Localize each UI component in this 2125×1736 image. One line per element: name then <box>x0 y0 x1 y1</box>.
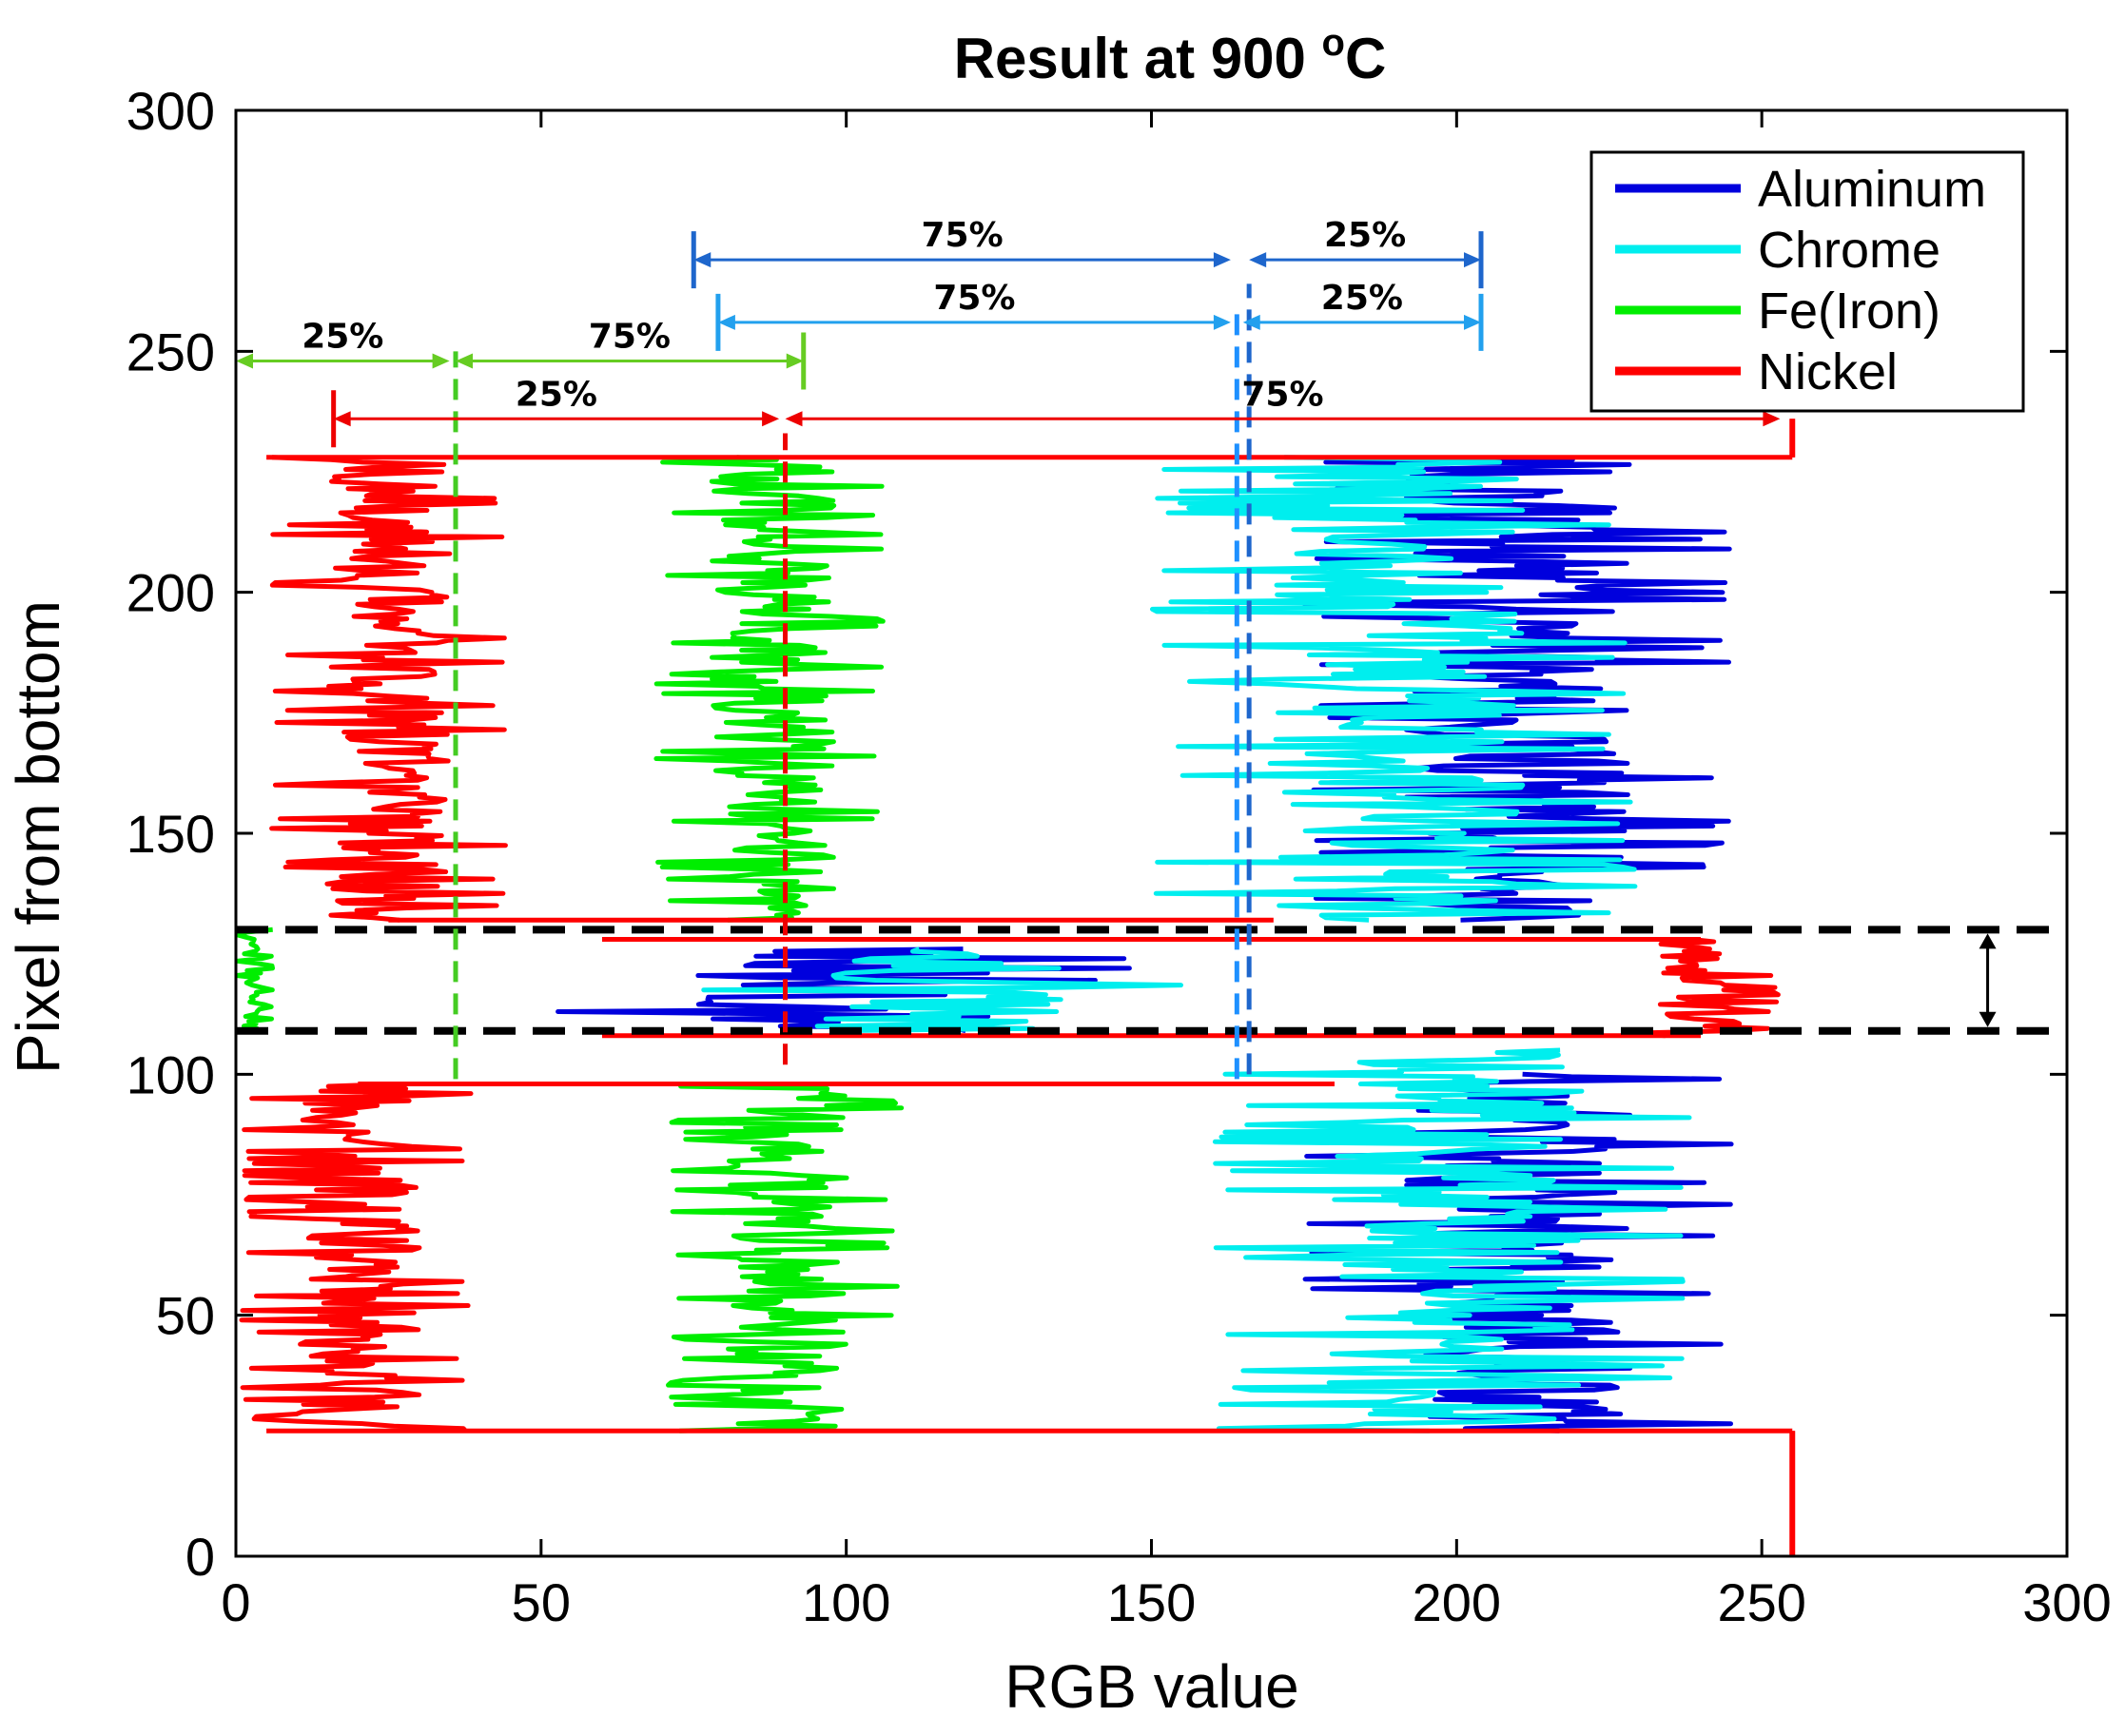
x-tick-label: 0 <box>221 1572 250 1632</box>
x-tick-label: 300 <box>2022 1572 2111 1632</box>
series-layer <box>236 419 1796 1556</box>
percentage-span: 75% <box>785 375 1781 427</box>
percentage-span: 25% <box>1242 279 1484 351</box>
span-arrow-left <box>333 411 351 427</box>
annotation-layer: 75% 25% 75% 25% 25% 75% 25% 75% <box>236 216 2067 1080</box>
chart-title-prefix: Result at 900 <box>954 27 1322 90</box>
series-segment <box>1212 1047 1692 1434</box>
span-label: 25% <box>516 375 597 414</box>
series-segment <box>239 1082 474 1433</box>
x-tick-label: 250 <box>1717 1572 1805 1632</box>
x-tick-label: 100 <box>802 1572 890 1632</box>
legend-label: Aluminum <box>1758 161 1986 218</box>
x-tick-label: 150 <box>1107 1572 1196 1632</box>
span-arrow-right <box>1763 411 1781 427</box>
percentage-span: 75% <box>691 216 1231 289</box>
span-arrow-left <box>693 252 712 268</box>
y-tick-label: 250 <box>127 322 215 381</box>
span-arrow-right <box>432 353 450 369</box>
span-label: 25% <box>1321 279 1403 318</box>
span-arrow-right <box>762 411 780 427</box>
span-arrow-right <box>1213 314 1231 330</box>
span-arrow-left <box>717 314 735 330</box>
x-tick-label: 200 <box>1413 1572 1501 1632</box>
span-label: 75% <box>589 317 671 356</box>
series-chrome <box>701 455 1692 1434</box>
span-arrow-left <box>1249 252 1267 268</box>
span-arrow-left <box>1242 314 1260 330</box>
span-label: 25% <box>1324 216 1406 255</box>
series-fe-iron- <box>236 455 905 1434</box>
series-segment <box>701 946 1183 1034</box>
series-segment <box>1302 455 1732 923</box>
series-segment <box>666 1082 905 1434</box>
x-axis-label: RGB value <box>1004 1652 1298 1721</box>
span-label: 25% <box>302 317 383 356</box>
band-arrow-head-down <box>1979 1011 1997 1027</box>
series-segment <box>269 455 508 923</box>
y-tick-label: 50 <box>156 1286 215 1346</box>
span-label: 75% <box>933 279 1015 318</box>
series-segment <box>1150 455 1638 923</box>
y-tick-label: 150 <box>127 804 215 864</box>
span-arrow-right <box>1464 314 1481 330</box>
chart-title-degree: o <box>1322 22 1345 64</box>
y-tick-label: 300 <box>127 81 215 141</box>
nickel-boundaries <box>266 419 1796 1556</box>
series-segment <box>236 927 275 1034</box>
series-segment <box>653 455 886 923</box>
percentage-span: 25% <box>331 375 780 448</box>
y-axis-label: Pixel from bottom <box>4 600 72 1074</box>
span-arrow-left <box>785 411 803 427</box>
span-arrow-right <box>1213 252 1231 268</box>
y-tick-label: 0 <box>185 1527 215 1587</box>
span-label: 75% <box>921 216 1003 255</box>
y-tick-label: 200 <box>127 563 215 623</box>
legend-label: Chrome <box>1758 222 1940 279</box>
axes: 0 50 100 150 200 250 300 0 50 100 150 200 250 300 <box>127 81 2112 1632</box>
series-segment <box>1625 937 1781 1039</box>
x-tick-label: 50 <box>512 1572 571 1632</box>
chart-title: Result at 900 oC <box>954 22 1387 90</box>
percentage-span: 25% <box>236 317 450 369</box>
percentage-span: 75% <box>456 317 807 390</box>
span-arrow-left <box>236 353 253 369</box>
chart-title-unit: C <box>1345 27 1386 90</box>
percentage-span: 75% <box>715 279 1231 351</box>
percentage-span: 25% <box>1249 216 1484 289</box>
legend-label: Fe(Iron) <box>1758 283 1940 340</box>
span-arrow-left <box>456 353 473 369</box>
span-label: 75% <box>1241 375 1323 414</box>
y-tick-label: 100 <box>127 1044 215 1104</box>
legend-label: Nickel <box>1758 343 1898 400</box>
span-arrow-right <box>1464 252 1481 268</box>
band-arrow-head-up <box>1979 933 1997 949</box>
span-arrow-right <box>786 353 804 369</box>
